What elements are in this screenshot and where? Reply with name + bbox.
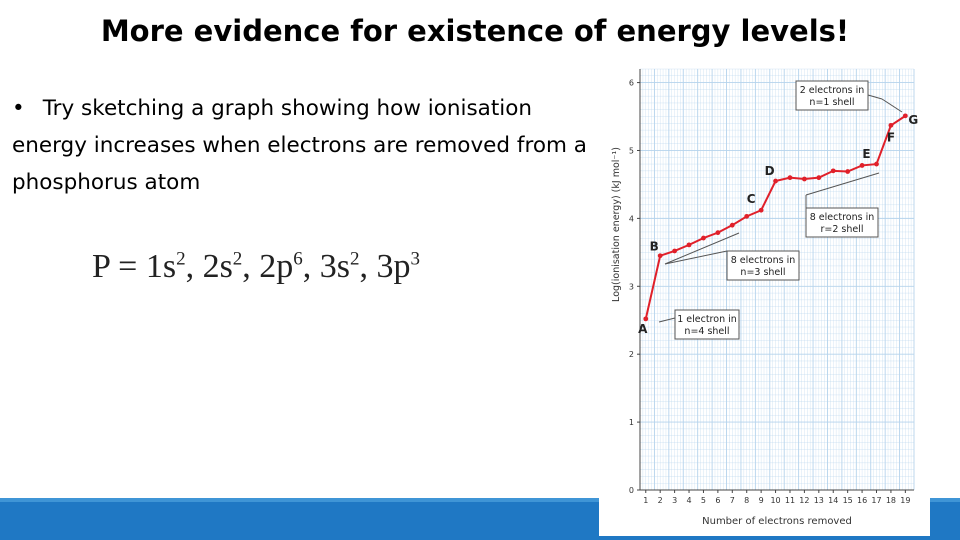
footer-band	[0, 498, 960, 502]
annotation-line-2: n=3 shell	[740, 267, 785, 278]
annotation-leader	[664, 250, 728, 265]
x-tick-label: 1	[643, 496, 648, 505]
x-tick-label: 14	[828, 496, 838, 505]
data-point	[773, 178, 778, 184]
y-tick-label: 5	[629, 146, 634, 155]
x-tick-label: 19	[900, 496, 910, 505]
bullet-text: • Try sketching a graph showing how ionis…	[12, 90, 612, 201]
data-point	[729, 222, 735, 228]
point-label: B	[650, 240, 659, 254]
formula-separator: ,	[185, 248, 203, 285]
data-point	[657, 253, 663, 259]
formula-term: 2p	[259, 248, 294, 285]
x-tick-label: 13	[814, 496, 824, 505]
formula-separator: ,	[242, 248, 260, 285]
data-point	[787, 175, 793, 181]
ionisation-energy-chart: 0 1 2 3 4 5 6 1 2 3 4 5 6 7 8 9 10 11 12 13 14 15 16 17 18 19 Numb…	[599, 66, 930, 536]
x-tick-label: 10	[770, 496, 780, 505]
y-axis-label: Log(ionisation energy) (kJ mol⁻¹)	[611, 147, 622, 302]
point-label: D	[765, 164, 775, 178]
annotation-line-1: 2 electrons in	[800, 85, 865, 96]
x-tick-label: 9	[759, 496, 764, 505]
formula-term: 2s	[202, 248, 233, 285]
data-point	[859, 163, 865, 168]
y-tick-label: 6	[629, 79, 634, 88]
x-tick-label: 11	[785, 496, 795, 505]
slide-title: More evidence for existence of energy le…	[100, 14, 850, 48]
electron-configuration-formula: P = 1s2, 2s2, 2p6, 3s2, 3p3	[92, 248, 420, 286]
formula-term-superscript: 2	[350, 248, 360, 270]
data-point	[845, 169, 851, 174]
formula-term-superscript: 6	[293, 248, 303, 270]
formula-term-superscript: 2	[232, 248, 243, 270]
annotation-line-2: r=2 shell	[820, 224, 863, 235]
data-point	[830, 168, 836, 174]
annotation-line-1: 8 electrons in	[731, 255, 796, 266]
data-point	[758, 207, 764, 213]
x-tick-label: 2	[658, 496, 663, 505]
data-point	[715, 230, 721, 236]
annotation-line-2: n=1 shell	[809, 97, 854, 108]
x-tick-label: 6	[715, 496, 720, 505]
point-label: A	[638, 322, 648, 336]
data-point	[672, 248, 678, 254]
annotation-box	[795, 80, 869, 111]
x-tick-label: 8	[744, 496, 749, 505]
formula-term: 3s	[319, 248, 351, 285]
annotation-leader	[805, 172, 880, 196]
x-tick-label: 5	[701, 496, 706, 505]
x-tick-label: 18	[886, 496, 896, 505]
y-tick-label: 2	[629, 350, 634, 359]
y-tick-label: 3	[629, 282, 634, 291]
data-point	[701, 235, 706, 241]
data-point	[816, 175, 822, 181]
y-tick-label: 4	[629, 214, 634, 223]
formula-lhs: P =	[92, 248, 146, 285]
x-tick-label: 4	[686, 496, 691, 505]
annotation-leader	[658, 317, 676, 323]
x-tick-label: 12	[799, 496, 809, 505]
formula-term-superscript: 2	[176, 248, 186, 270]
y-tick-label: 0	[629, 486, 634, 495]
annotation-leader	[664, 232, 740, 265]
x-tick-label: 17	[871, 496, 881, 505]
formula-term-superscript: 3	[410, 248, 421, 270]
formula-separator: ,	[302, 248, 320, 285]
x-tick-label: 15	[843, 496, 853, 505]
data-point	[686, 242, 692, 248]
data-point	[888, 122, 894, 128]
annotation-leader	[867, 94, 883, 100]
data-point	[744, 213, 750, 219]
data-point	[902, 113, 908, 119]
chart-labels: A B CD E FG	[638, 113, 918, 336]
annotation-line-2: n=4 shell	[684, 326, 729, 337]
bullet-marker: •	[12, 96, 25, 121]
data-point	[874, 161, 879, 167]
x-axis-label: Number of electrons removed	[702, 516, 852, 527]
point-label: E	[862, 147, 870, 161]
annotation-box	[726, 250, 800, 281]
annotation-box	[674, 309, 740, 340]
point-label: C	[747, 192, 756, 206]
x-tick-label: 3	[672, 496, 677, 505]
formula-term: 1s	[145, 248, 177, 285]
x-tick-label: 16	[857, 496, 867, 505]
formula-separator: ,	[359, 248, 377, 285]
point-label: F	[887, 130, 895, 144]
data-point	[802, 176, 807, 182]
chart-series	[643, 113, 908, 322]
data-point	[643, 316, 649, 322]
y-tick-label: 1	[629, 418, 634, 427]
annotation-line-1: 8 electrons in	[810, 212, 875, 223]
annotation-box	[805, 207, 879, 238]
point-label: G	[908, 113, 918, 127]
x-tick-label: 7	[730, 496, 735, 505]
formula-term: 3p	[376, 248, 411, 285]
bullet-body: Try sketching a graph showing how ionisa…	[12, 96, 587, 195]
annotation-line-1: 1 electron in	[677, 314, 737, 325]
annotation-leader	[881, 98, 903, 113]
